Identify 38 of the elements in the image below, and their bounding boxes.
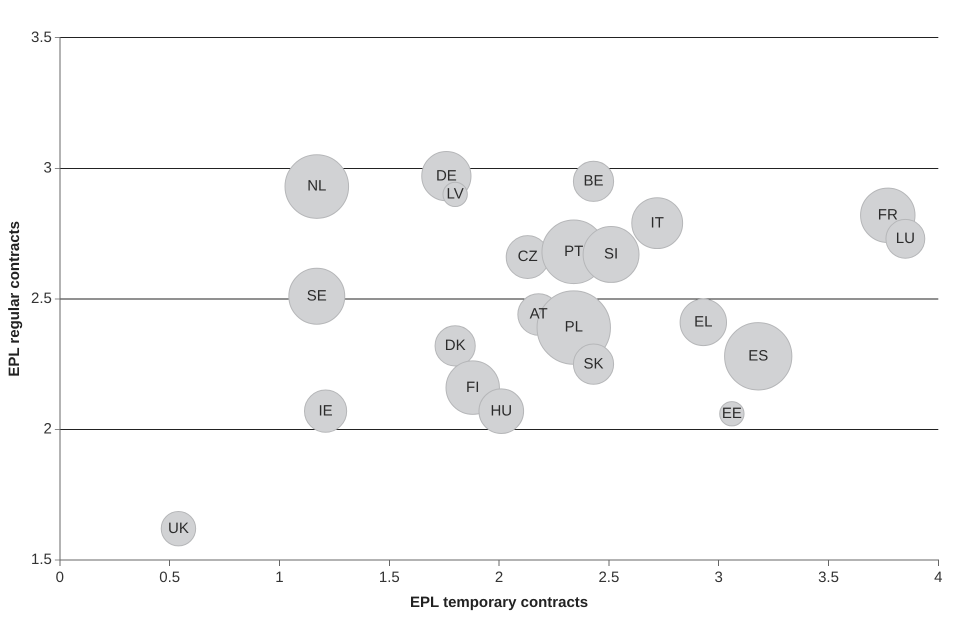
x-tick-label: 1.5 <box>378 569 400 586</box>
y-tick-label: 2.5 <box>30 290 52 307</box>
x-tick-label: 2 <box>494 569 504 586</box>
x-tick-label: 2.5 <box>598 569 620 586</box>
annotation: PT <box>564 242 584 260</box>
annotation: AT <box>530 306 548 323</box>
y-tick-label: 3.5 <box>30 28 52 46</box>
y-tick-label: 1.5 <box>30 551 52 568</box>
annotation: SI <box>604 246 618 263</box>
annotation: EE <box>722 404 742 422</box>
annotation: UK <box>168 520 189 537</box>
annotation: BE <box>584 172 604 190</box>
x-tick-label: 4 <box>934 569 942 586</box>
annotation: NL <box>307 178 326 195</box>
annotation: LV <box>446 186 464 203</box>
annotation: HU <box>490 402 512 420</box>
y-tick-label: 3 <box>44 159 52 176</box>
x-tick-label: 1 <box>275 569 284 586</box>
annotation: PL <box>564 318 583 336</box>
annotation: DK <box>444 337 466 354</box>
y-axis-title: EPL regular contracts <box>6 221 24 377</box>
x-tick-label: 0 <box>56 569 64 586</box>
annotation: FI <box>466 378 480 396</box>
annotation: IE <box>318 402 333 420</box>
x-axis-title: EPL temporary contracts <box>410 594 588 612</box>
y-tick-label: 2 <box>44 420 52 438</box>
x-tick-label: 3.5 <box>818 569 839 586</box>
annotation: LU <box>896 230 915 247</box>
annotation: EL <box>694 313 712 330</box>
x-tick-label: 3 <box>714 569 723 586</box>
annotation: DE <box>436 167 457 184</box>
x-tick-label: 0.5 <box>159 569 180 586</box>
annotation: ES <box>748 347 768 364</box>
annotation: FR <box>878 206 898 224</box>
annotation: IT <box>650 214 664 232</box>
annotation: CZ <box>518 248 538 266</box>
annotation: SK <box>584 355 604 372</box>
annotation: SE <box>306 287 327 304</box>
